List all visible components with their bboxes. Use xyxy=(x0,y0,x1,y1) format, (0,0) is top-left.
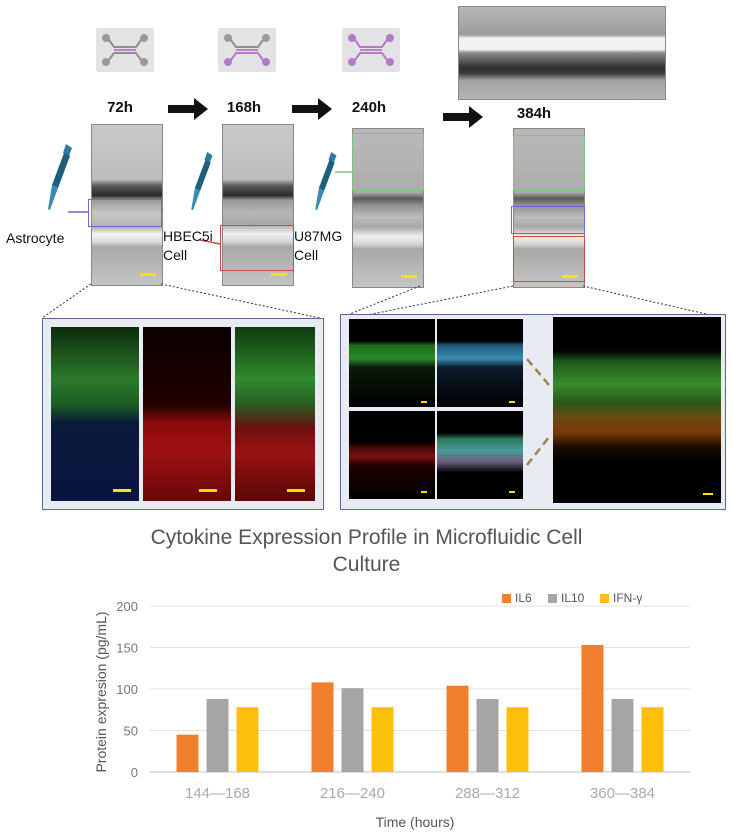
scale-bar xyxy=(199,489,217,492)
bar-ifn-3 xyxy=(506,707,529,772)
micrograph-168h xyxy=(222,124,294,286)
y-tick-label: 0 xyxy=(131,765,138,780)
right-arrow-icon xyxy=(168,98,208,120)
u87-label-line1: U87MG xyxy=(294,228,343,244)
legend-item-ifn: IFN-γ xyxy=(600,591,642,605)
chart-title-line-2: Culture xyxy=(332,553,401,576)
fluorescence-tile-green-small xyxy=(349,319,435,407)
scale-bar xyxy=(113,489,131,492)
region-box-384h-green xyxy=(513,135,585,191)
legend-swatch-il10 xyxy=(548,594,557,603)
y-axis-label: Protein expresion (pg/mL) xyxy=(93,611,109,772)
legend-label-il6: IL6 xyxy=(515,591,532,605)
fluorescence-tile-green xyxy=(51,327,139,501)
right-arrow-icon xyxy=(292,98,332,120)
microfluidic-chip-icon xyxy=(224,34,270,66)
bar-il6-1 xyxy=(176,734,199,772)
chip-diagram-240h xyxy=(342,28,400,72)
pointer-lines xyxy=(68,171,352,245)
y-tick-label: 200 xyxy=(116,599,138,614)
fluorescence-panel-left xyxy=(42,318,324,510)
scale-bar xyxy=(703,493,713,495)
scale-bar xyxy=(562,275,578,278)
micrograph-240h xyxy=(352,128,424,288)
pipette-icon xyxy=(315,152,337,211)
legend-item-il6: IL6 xyxy=(502,591,532,605)
hbec-label-line1: HBEC5i xyxy=(163,228,213,244)
time-label-168h: 168h xyxy=(226,99,262,116)
bar-il6-2 xyxy=(311,682,334,772)
hbec-label-line2: Cell xyxy=(163,247,188,263)
fluorescence-tile-red xyxy=(143,327,231,501)
legend-item-il10: IL10 xyxy=(548,591,584,605)
x-axis-label: Time (hours) xyxy=(376,814,455,830)
bar-il10-3 xyxy=(476,698,499,772)
fluorescence-tile-zoomed xyxy=(553,317,721,503)
region-box-384h-red xyxy=(513,236,585,282)
y-tick-label: 150 xyxy=(116,641,138,656)
region-box-384h-blue xyxy=(511,206,585,234)
fluorescence-panel-right xyxy=(340,314,726,510)
micrograph-72h xyxy=(91,124,163,286)
fluorescence-tile-merged-small xyxy=(437,411,523,499)
time-label-240h: 240h xyxy=(351,99,387,116)
pipette-icon xyxy=(48,144,72,210)
chart-title-line-1: Cytokine Expression Profile in Microflui… xyxy=(150,526,583,549)
legend-label-ifn: IFN-γ xyxy=(613,591,643,605)
y-tick-label: 100 xyxy=(116,682,138,697)
u87-region-box xyxy=(352,133,424,191)
u87-label-line2: Cell xyxy=(294,247,319,263)
legend-swatch-il6 xyxy=(502,594,511,603)
bar-ifn-2 xyxy=(371,707,394,772)
micrograph-384h xyxy=(513,128,585,288)
chip-diagram-168h xyxy=(218,28,276,72)
legend-label-il10: IL10 xyxy=(561,591,585,605)
cytokine-bar-chart: Protein expresion (pg/mL) Time (hours) 0… xyxy=(93,599,690,830)
y-tick-label: 50 xyxy=(124,724,138,739)
microfluidic-chip-icon xyxy=(348,34,394,66)
bar-il10-4 xyxy=(611,698,634,772)
scale-bar xyxy=(140,273,156,276)
bar-il10-2 xyxy=(341,688,364,772)
astrocyte-label: Astrocyte xyxy=(6,230,65,246)
fluorescence-tile-merged xyxy=(235,327,315,501)
bar-ifn-4 xyxy=(641,707,664,772)
scale-bar xyxy=(401,275,417,278)
bar-il10-1 xyxy=(206,698,229,772)
x-tick-label: 360—384 xyxy=(590,785,655,802)
bar-il6-4 xyxy=(581,645,604,772)
right-arrow-icon xyxy=(443,106,483,128)
chart-title: Cytokine Expression Profile in Microflui… xyxy=(0,524,733,578)
fluorescence-tile-blue-small xyxy=(437,319,523,407)
hbec-region-box xyxy=(220,225,294,271)
x-tick-label: 288—312 xyxy=(455,785,520,802)
scale-bar xyxy=(421,491,427,493)
time-label-72h: 72h xyxy=(107,99,133,116)
scale-bar xyxy=(421,401,427,403)
pipette-icon xyxy=(191,152,213,211)
overview-micrograph-384h xyxy=(458,6,666,100)
scale-bar xyxy=(509,401,515,403)
microfluidic-chip-icon xyxy=(102,34,148,66)
scale-bar xyxy=(271,273,287,276)
zoom-lines xyxy=(41,283,725,319)
x-tick-label: 216—240 xyxy=(320,785,385,802)
legend-swatch-ifn xyxy=(600,594,609,603)
scale-bar xyxy=(509,491,515,493)
time-label-384h: 384h xyxy=(516,105,552,122)
scale-bar xyxy=(287,489,305,492)
astrocyte-region-box xyxy=(88,199,162,227)
x-tick-label: 144—168 xyxy=(185,785,250,802)
bar-ifn-1 xyxy=(236,707,259,772)
bar-il6-3 xyxy=(446,685,469,772)
chip-diagram-72h xyxy=(96,28,154,72)
zoom-bracket-lines xyxy=(526,358,550,466)
fluorescence-tile-red-small xyxy=(349,411,435,499)
